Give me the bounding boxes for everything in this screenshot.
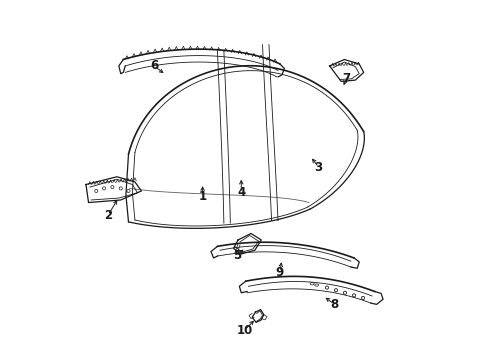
Text: 5: 5 bbox=[232, 249, 241, 262]
Text: 10: 10 bbox=[236, 324, 252, 337]
Text: 2: 2 bbox=[103, 209, 112, 222]
Text: 9: 9 bbox=[275, 266, 284, 279]
Text: 3: 3 bbox=[314, 161, 322, 174]
Text: 7: 7 bbox=[342, 72, 350, 85]
Text: 8: 8 bbox=[330, 298, 338, 311]
Text: 1: 1 bbox=[198, 190, 206, 203]
Text: 4: 4 bbox=[237, 186, 245, 199]
Text: 6: 6 bbox=[150, 59, 158, 72]
